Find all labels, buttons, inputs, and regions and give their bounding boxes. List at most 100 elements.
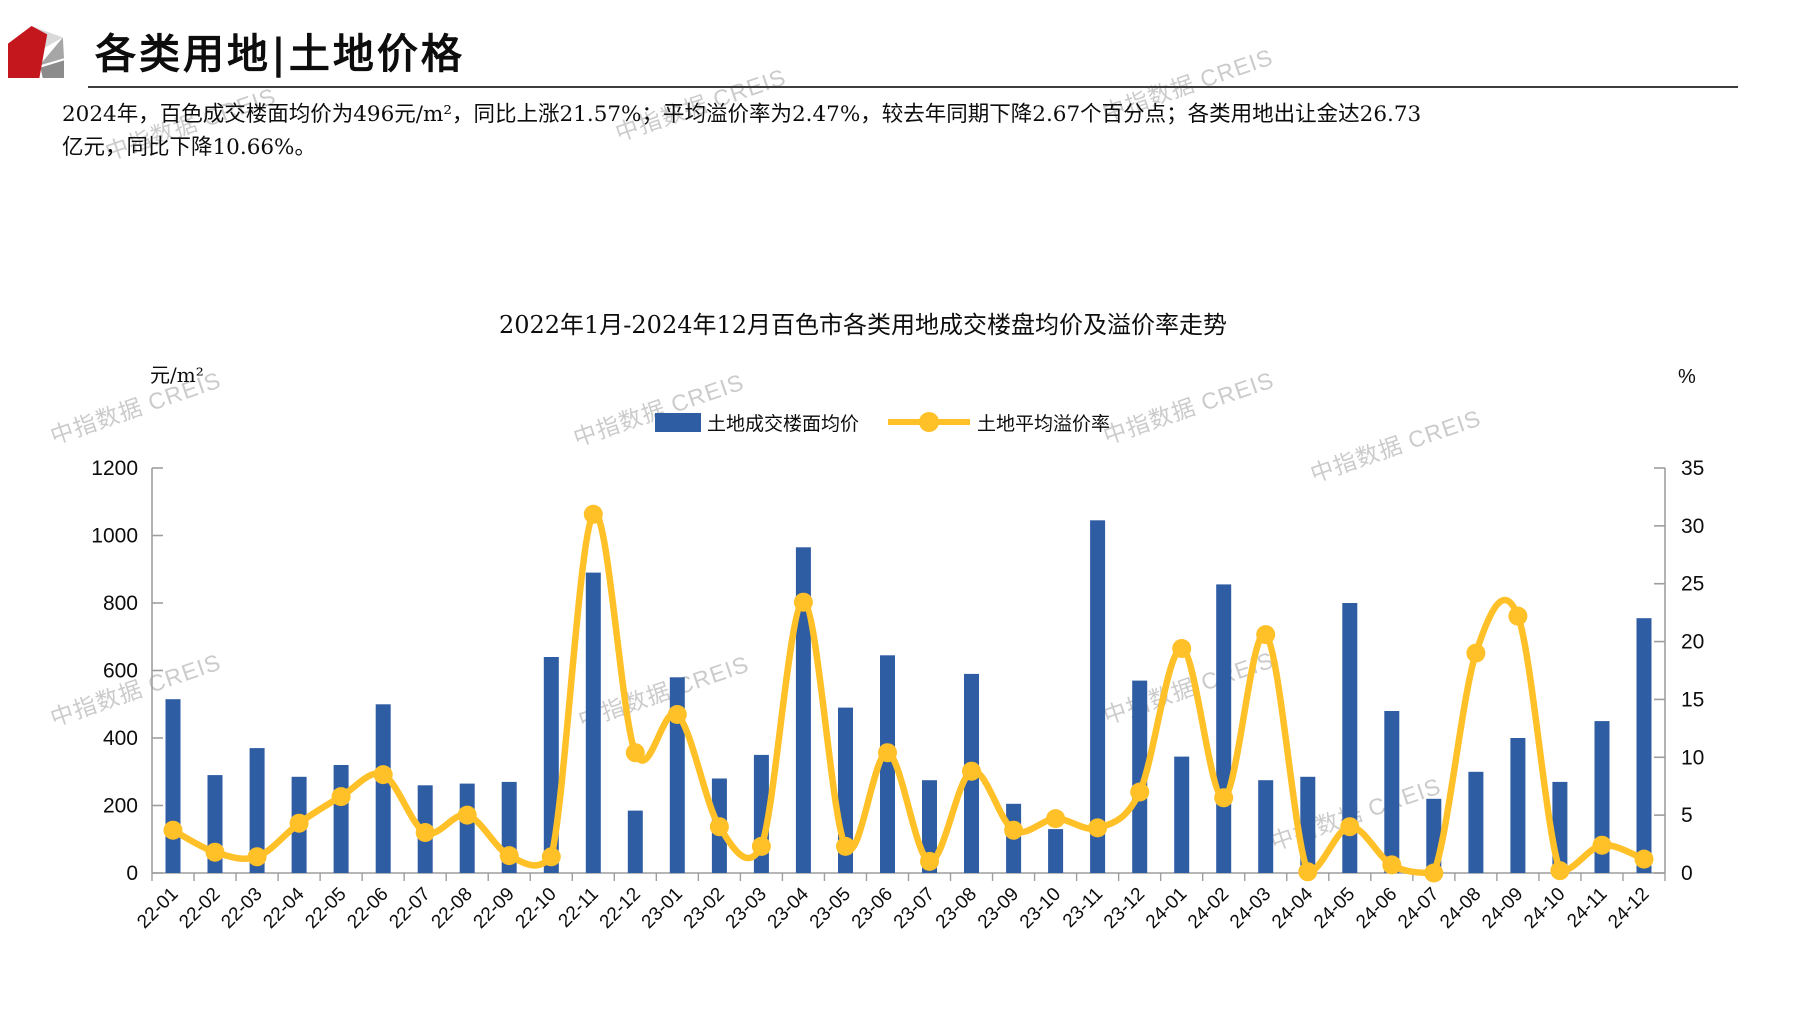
bar-22-06 [375,704,391,874]
point-22-03 [247,847,267,867]
left-axis-unit: 元/m² [150,363,204,387]
bar-24-08 [1468,771,1484,874]
point-24-02 [1214,788,1234,808]
point-22-08 [457,805,477,825]
point-23-11 [1088,818,1108,838]
x-label-24-02: 24-02 [1184,884,1233,933]
y-left-tick-label: 400 [103,727,138,750]
point-23-02 [709,817,729,837]
header-divider [88,86,1738,88]
point-23-09 [1004,820,1024,840]
point-24-12 [1634,849,1654,869]
x-axis-labels: 22-0122-0222-0322-0422-0522-0622-0722-08… [133,883,1653,933]
legend-bar-swatch [655,413,701,432]
x-label-22-01: 22-01 [133,884,182,933]
point-24-09 [1508,606,1528,626]
point-24-01 [1172,639,1192,658]
bar-24-06 [1384,711,1400,873]
point-22-06 [373,765,393,785]
x-label-23-08: 23-08 [932,884,981,933]
y-left-tick-label: 800 [103,592,138,615]
chart-title: 2022年1月-2024年12月百色市各类用地成交楼盘均价及溢价率走势 [499,311,1227,339]
x-label-24-03: 24-03 [1226,884,1275,933]
y-right-tick-label: 35 [1681,457,1704,480]
y-axis-left-labels: 0 200 400 600 800 1000 1200 [91,457,138,885]
point-24-11 [1592,835,1612,855]
bar-23-04 [795,547,811,873]
legend-bar-label: 土地成交楼面均价 [707,413,859,435]
x-label-24-05: 24-05 [1310,884,1359,933]
x-label-22-06: 22-06 [343,884,392,933]
y-right-tick-label: 15 [1681,688,1704,711]
point-22-09 [499,846,519,866]
bar-23-01 [669,677,685,874]
point-24-06 [1382,855,1402,875]
bar-series [165,520,1652,874]
y-right-tick-label: 0 [1681,862,1693,885]
x-label-23-02: 23-02 [680,884,729,933]
bar-24-05 [1342,603,1358,873]
x-label-23-10: 23-10 [1016,884,1065,933]
x-label-22-05: 22-05 [301,884,350,933]
x-label-23-12: 23-12 [1100,884,1149,933]
bar-22-12 [627,810,643,873]
bar-24-02 [1216,584,1232,873]
point-24-04 [1298,862,1318,882]
point-23-10 [1046,809,1066,829]
bar-23-07 [922,780,937,873]
bar-24-12 [1636,618,1652,873]
x-label-24-10: 24-10 [1520,884,1569,933]
summary-text: 2024年，百色成交楼面均价为496元/m²，同比上涨21.57%；平均溢价率为… [62,98,1752,164]
bar-22-01 [165,699,181,873]
x-label-23-03: 23-03 [722,884,771,933]
point-24-10 [1550,861,1570,881]
bar-23-06 [880,655,895,873]
x-label-22-11: 22-11 [555,884,603,932]
bar-24-03 [1258,780,1274,873]
point-22-12 [625,743,645,763]
x-label-24-12: 24-12 [1604,884,1653,933]
summary-line-2: 亿元，同比下降10.66%。 [62,135,316,160]
x-label-22-07: 22-07 [385,884,434,933]
point-24-07 [1424,863,1444,883]
x-label-23-04: 23-04 [764,883,814,933]
bar-23-12 [1132,680,1148,873]
x-label-24-06: 24-06 [1352,884,1401,933]
legend: 土地成交楼面均价 土地平均溢价率 [655,412,1110,435]
point-24-03 [1256,625,1276,645]
y-right-tick-label: 5 [1681,804,1693,827]
point-22-11 [583,504,603,524]
y-right-tick-label: 25 [1681,573,1704,596]
y-right-tick-label: 10 [1681,746,1704,769]
line-series [169,510,1648,877]
y-right-tick-label: 30 [1681,515,1704,538]
point-23-06 [878,743,897,763]
bar-22-08 [459,783,475,873]
bar-23-11 [1090,520,1106,873]
point-23-12 [1130,782,1150,802]
x-label-24-11: 24-11 [1563,884,1611,932]
point-22-05 [331,787,351,807]
y-left-tick-label: 200 [103,795,138,818]
point-22-10 [541,847,561,867]
bar-22-11 [585,572,601,873]
point-23-07 [920,851,939,871]
x-label-24-01: 24-01 [1142,884,1191,933]
bar-22-03 [249,748,265,873]
x-label-22-03: 22-03 [217,884,266,933]
point-23-05 [836,836,855,856]
point-23-03 [751,836,771,856]
bar-23-10 [1048,829,1064,873]
line-markers [163,504,1654,883]
legend-line-label: 土地平均溢价率 [977,413,1110,435]
x-label-22-10: 22-10 [512,884,561,933]
y-left-tick-label: 0 [126,862,138,885]
x-label-22-09: 22-09 [470,884,519,933]
x-label-24-09: 24-09 [1478,884,1527,933]
x-label-23-01: 23-01 [638,884,687,933]
y-right-tick-label: 20 [1681,631,1704,654]
point-24-05 [1340,817,1360,837]
y-left-tick-label: 1200 [91,457,138,480]
legend-line-dot [919,412,939,432]
y-left-tick-label: 1000 [91,525,138,548]
